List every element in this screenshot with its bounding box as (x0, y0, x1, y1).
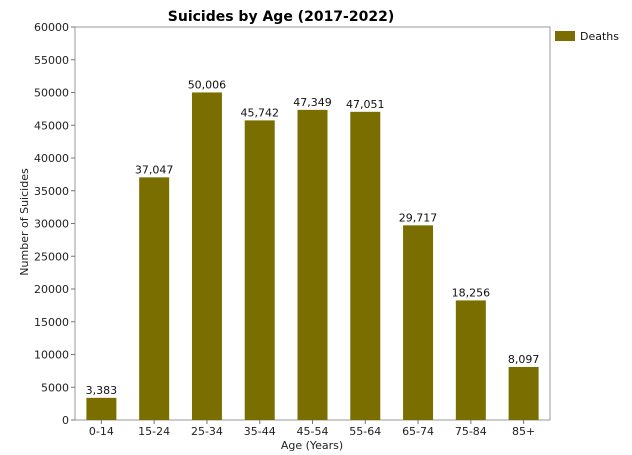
legend-label: Deaths (580, 30, 619, 43)
bar-85+ (508, 366, 539, 420)
y-tick-label: 35000 (34, 185, 69, 198)
x-tick-label: 0-14 (89, 425, 114, 438)
bar-25-34 (191, 92, 222, 421)
y-tick-label: 10000 (34, 349, 69, 362)
y-tick-label: 50000 (34, 87, 69, 100)
x-tick-label: 15-24 (138, 425, 170, 438)
legend: Deaths (555, 30, 619, 43)
x-tick-label: 35-44 (244, 425, 276, 438)
data-label: 47,051 (346, 98, 385, 111)
y-tick-label: 0 (62, 414, 69, 427)
y-tick-label: 45000 (34, 119, 69, 132)
y-tick-label: 40000 (34, 152, 69, 165)
data-label: 8,097 (508, 353, 540, 366)
bars: 3,383 37,047 50,006 45,742 47,349 47,051 29,71… (86, 78, 540, 421)
y-tick-label: 20000 (34, 283, 69, 296)
legend-swatch (555, 31, 575, 41)
bar-0-14 (86, 397, 117, 420)
bar-75-84 (455, 300, 486, 420)
x-tick-label: 75-84 (455, 425, 487, 438)
data-label: 45,742 (240, 106, 279, 119)
chart-title: Suicides by Age (2017-2022) (168, 9, 394, 25)
bar-15-24 (139, 177, 170, 420)
bar-45-54 (297, 109, 328, 421)
y-axis-label: Number of Suicides (18, 168, 31, 276)
data-label: 37,047 (135, 163, 174, 176)
data-label: 3,383 (86, 384, 118, 397)
x-tick-label: 85+ (512, 425, 535, 438)
data-label: 18,256 (452, 286, 491, 299)
bar-55-64 (350, 111, 381, 420)
data-label: 47,349 (293, 96, 332, 109)
data-label: 29,717 (399, 211, 438, 224)
x-axis-ticks: 0-14 15-24 25-34 35-44 45-54 55-64 65-74 75-84 8… (89, 420, 535, 438)
y-tick-label: 30000 (34, 218, 69, 231)
x-tick-label: 25-34 (191, 425, 223, 438)
y-tick-label: 55000 (34, 54, 69, 67)
x-axis-label: Age (Years) (281, 439, 343, 452)
y-axis-ticks: 0 5000 10000 15000 20000 25000 30000 35000 40000… (34, 21, 75, 427)
x-tick-label: 45-54 (297, 425, 329, 438)
y-tick-label: 15000 (34, 316, 69, 329)
data-label: 50,006 (188, 78, 227, 91)
y-tick-label: 25000 (34, 250, 69, 263)
x-tick-label: 65-74 (402, 425, 434, 438)
y-tick-label: 60000 (34, 21, 69, 34)
bar-65-74 (403, 225, 434, 420)
bar-35-44 (244, 120, 275, 421)
x-tick-label: 55-64 (349, 425, 381, 438)
y-tick-label: 5000 (41, 381, 69, 394)
